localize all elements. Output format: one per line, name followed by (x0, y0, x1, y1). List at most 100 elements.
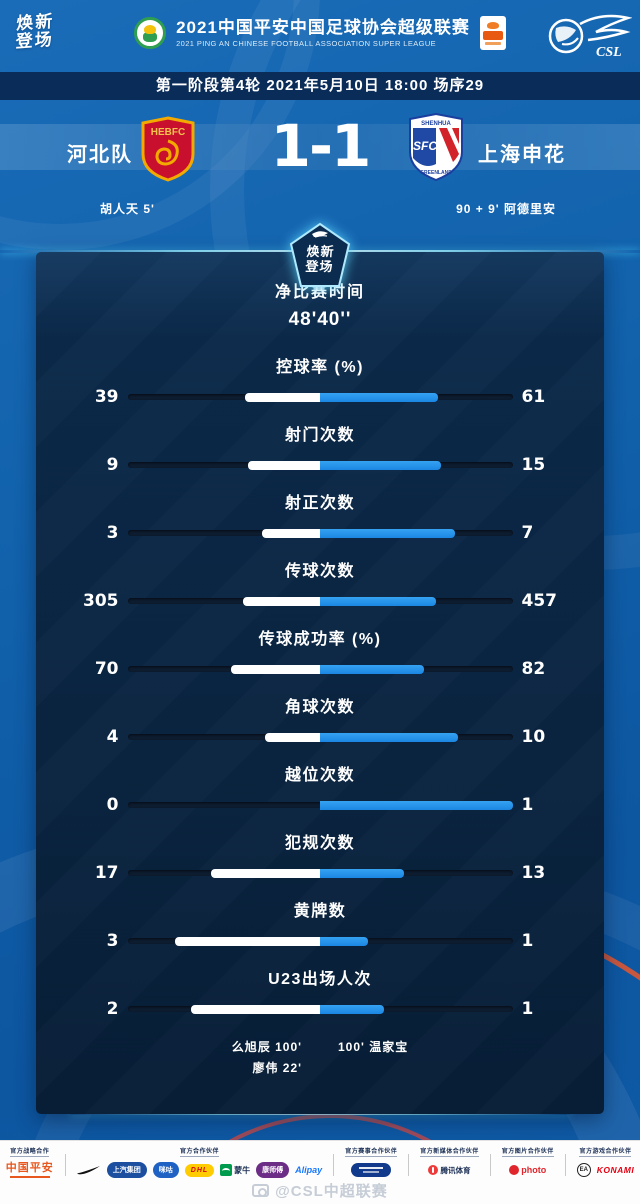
home-team-name: 河北队 (67, 144, 133, 166)
stat-bar: 305 457 (36, 591, 604, 611)
stat-track (127, 528, 513, 538)
pingan-logo: 中国平安 (6, 1162, 54, 1178)
home-value: 305 (83, 591, 119, 611)
league-title: 2021中国平安中国足球协会超级联赛 (176, 17, 470, 37)
away-value: 1 (521, 999, 534, 1019)
stat-track (127, 1004, 513, 1014)
u23-note-line: 廖伟 22' (252, 1061, 302, 1075)
home-bar-segment (264, 732, 320, 742)
stat-track (127, 800, 513, 810)
stat-row: 犯规次数 17 13 (36, 833, 604, 883)
svg-text:SFC: SFC (413, 139, 437, 153)
stat-row: 射门次数 9 15 (36, 425, 604, 475)
stat-bar: 17 13 (36, 863, 604, 883)
home-value: 9 (106, 455, 119, 475)
away-bar-segment (320, 868, 404, 878)
away-bar-segment (320, 732, 458, 742)
away-value: 13 (521, 863, 546, 883)
tencent-sports-logo: 腾讯体育 (428, 1165, 470, 1176)
stat-row: 角球次数 4 10 (36, 697, 604, 747)
event-partner-logo (351, 1163, 392, 1177)
campaign-pentagon-badge: 焕新 登场 (288, 222, 352, 294)
svg-text:SHENHUA: SHENHUA (421, 121, 451, 127)
home-bar-segment (191, 1004, 320, 1014)
footer-divider (489, 1154, 491, 1176)
home-value: 2 (106, 999, 119, 1019)
home-bar-segment (262, 528, 320, 538)
home-value: 39 (94, 387, 119, 407)
stat-bar: 4 10 (36, 727, 604, 747)
away-scorers: 90 + 9' 阿德里安 (456, 202, 556, 216)
footer-divider (408, 1154, 410, 1176)
away-bar-segment (320, 664, 425, 674)
footer-divider (564, 1154, 566, 1176)
home-bar-segment (175, 936, 320, 946)
home-bar-segment (244, 392, 320, 402)
camera-icon (252, 1184, 270, 1197)
pentagon-text-line2: 登场 (304, 259, 334, 274)
home-value: 3 (106, 523, 119, 543)
sponsor-group-label: 官方新媒体合作伙伴 (420, 1146, 479, 1157)
saic-logo: 上汽集团 (106, 1162, 147, 1178)
sponsor-group-label: 官方战略合作 (10, 1146, 50, 1157)
score-band (0, 124, 640, 170)
away-value: 10 (521, 727, 546, 747)
mengniu-icon (220, 1164, 233, 1176)
away-bar-segment (320, 800, 513, 810)
sponsor-group-label: 官方赛事合作伙伴 (345, 1146, 398, 1157)
stat-rows-container: 控球率 (%) 39 61 射门次数 9 15 射正次数 3 7 传球次数 305 457 传球成功率 … (36, 357, 604, 1019)
pentagon-text-line1: 焕新 (305, 244, 336, 259)
stat-row: 越位次数 0 1 (36, 765, 604, 815)
sponsor-group-label: 官方合作伙伴 (179, 1146, 219, 1157)
csl-wordmark: CSL (596, 45, 622, 60)
sponsor-chip-icon (479, 16, 506, 50)
photo-icon (509, 1165, 520, 1175)
svg-text:HEBFC: HEBFC (151, 127, 185, 138)
home-team-badge: HEBFC (139, 116, 197, 187)
match-info-bar: 第一阶段第4轮 2021年5月10日 18:00 场序29 (0, 72, 640, 100)
away-bar-segment (320, 392, 438, 402)
stat-label: 越位次数 (284, 767, 355, 784)
home-value: 70 (94, 659, 119, 679)
away-value: 1 (521, 931, 534, 951)
away-bar-segment (320, 1004, 385, 1014)
svg-text:GREENLAND: GREENLAND (420, 170, 452, 176)
stat-bar: 70 82 (36, 659, 604, 679)
net-play-time-label: 净比赛时间 (274, 284, 365, 301)
home-bar-segment (210, 868, 320, 878)
sponsor-row: 官方战略合作 中国平安 官方合作伙伴 上汽集团 咪咕 (6, 1146, 634, 1179)
net-play-time: 净比赛时间 48'40'' (36, 282, 604, 333)
stat-row: 黄牌数 3 1 (36, 901, 604, 951)
nike-swoosh-icon (76, 1165, 101, 1175)
ea-logo: EA (576, 1163, 591, 1177)
csl-logo: CSL (536, 10, 633, 66)
sponsor-group-partners: 官方合作伙伴 上汽集团 咪咕 DHL 蒙牛 康师傅 Alipa (76, 1146, 323, 1179)
away-bar-segment (320, 596, 436, 606)
alipay-logo: Alipay (295, 1165, 323, 1175)
photo-partner-logo: photo (509, 1165, 546, 1175)
away-value: 1 (521, 795, 534, 815)
home-bar-segment (242, 596, 320, 606)
away-value: 82 (521, 659, 546, 679)
stat-label: 犯规次数 (284, 835, 355, 852)
stat-label: U23出场人次 (268, 971, 372, 988)
away-value: 457 (521, 591, 558, 611)
stat-row: U23出场人次 2 1 (36, 969, 604, 1019)
stat-label: 射门次数 (284, 427, 355, 444)
sponsor-footer: 官方战略合作 中国平安 官方合作伙伴 上汽集团 咪咕 (0, 1140, 640, 1204)
stat-row: 传球次数 305 457 (36, 561, 604, 611)
stat-track (127, 936, 513, 946)
home-bar-segment (247, 460, 320, 470)
stat-row: 射正次数 3 7 (36, 493, 604, 543)
stats-panel: 净比赛时间 48'40'' 控球率 (%) 39 61 射门次数 9 15 射正次数 3 7 传球… (36, 252, 604, 1114)
home-value: 4 (106, 727, 119, 747)
away-value: 61 (521, 387, 546, 407)
weibo-watermark: @CSL中超联赛 (252, 1180, 388, 1201)
away-team-name: 上海申花 (478, 144, 566, 166)
home-scorers: 胡人天 5' (100, 202, 155, 216)
home-value: 0 (106, 795, 119, 815)
stat-track (127, 732, 513, 742)
